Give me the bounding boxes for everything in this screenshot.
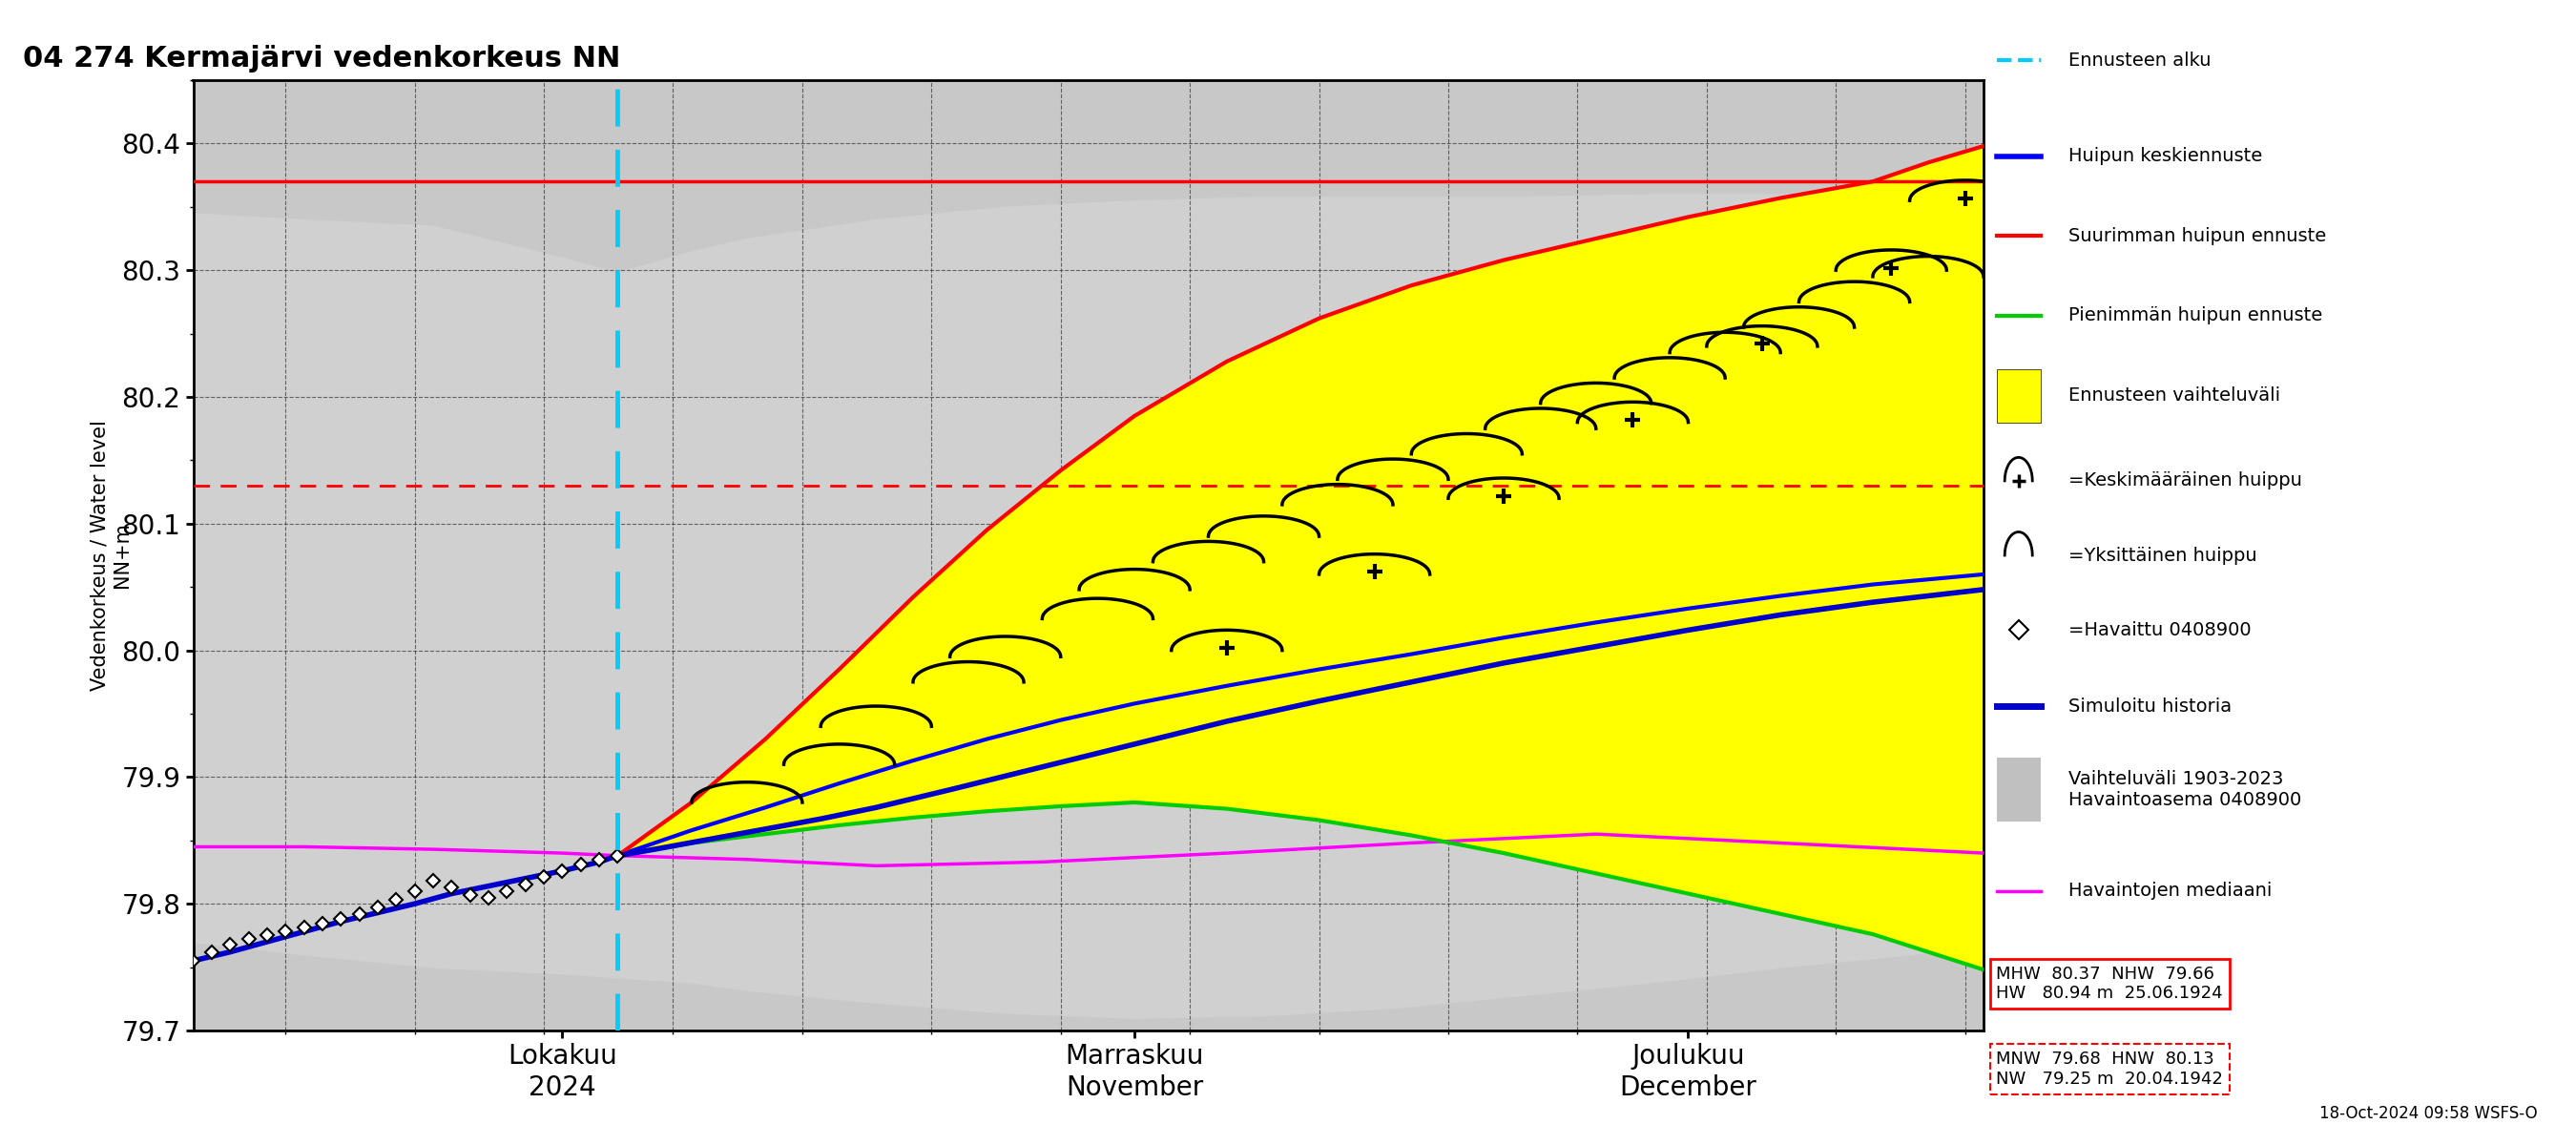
Text: Havaintojen mediaani: Havaintojen mediaani — [2069, 882, 2272, 900]
Text: 04 274 Kermajärvi vedenkorkeus NN: 04 274 Kermajärvi vedenkorkeus NN — [23, 45, 621, 72]
Text: Ennusteen vaihteluväli: Ennusteen vaihteluväli — [2069, 387, 2280, 404]
Y-axis label: Vedenkorkeus / Water level
NN+m: Vedenkorkeus / Water level NN+m — [90, 420, 131, 690]
Text: =Yksittäinen huippu: =Yksittäinen huippu — [2069, 546, 2257, 564]
Text: Simuloitu historia: Simuloitu historia — [2069, 697, 2231, 716]
Text: =Havaittu 0408900: =Havaittu 0408900 — [2069, 621, 2251, 639]
Text: Ennusteen alku: Ennusteen alku — [2069, 52, 2210, 69]
Text: Suurimman huipun ennuste: Suurimman huipun ennuste — [2069, 227, 2326, 245]
Text: MNW  79.68  HNW  80.13
NW   79.25 m  20.04.1942: MNW 79.68 HNW 80.13 NW 79.25 m 20.04.194… — [1996, 1050, 2223, 1088]
Text: =Keskimääräinen huippu: =Keskimääräinen huippu — [2069, 472, 2303, 490]
Text: MHW  80.37  NHW  79.66
HW   80.94 m  25.06.1924: MHW 80.37 NHW 79.66 HW 80.94 m 25.06.192… — [1996, 965, 2223, 1002]
Text: 18-Oct-2024 09:58 WSFS-O: 18-Oct-2024 09:58 WSFS-O — [2318, 1105, 2537, 1122]
Text: Pienimmän huipun ennuste: Pienimmän huipun ennuste — [2069, 307, 2324, 325]
Text: Huipun keskiennuste: Huipun keskiennuste — [2069, 147, 2262, 165]
Bar — [1996, 369, 2040, 423]
Bar — [1996, 758, 2040, 822]
Text: Vaihteluväli 1903-2023
Havaintoasema 0408900: Vaihteluväli 1903-2023 Havaintoasema 040… — [2069, 771, 2300, 810]
